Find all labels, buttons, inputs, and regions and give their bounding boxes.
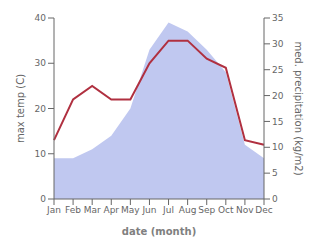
svg-text:Feb: Feb (65, 205, 81, 215)
svg-text:30: 30 (35, 58, 47, 68)
svg-text:Aug: Aug (179, 205, 197, 215)
svg-text:20: 20 (35, 104, 47, 114)
svg-text:Jun: Jun (141, 205, 156, 215)
svg-text:Apr: Apr (103, 205, 119, 215)
svg-text:35: 35 (272, 13, 283, 23)
svg-text:5: 5 (272, 168, 278, 178)
svg-text:10: 10 (272, 142, 284, 152)
svg-text:15: 15 (272, 117, 283, 127)
svg-text:0: 0 (40, 194, 46, 204)
svg-text:Jul: Jul (162, 205, 174, 215)
svg-text:0: 0 (272, 194, 278, 204)
svg-text:date (month): date (month) (122, 226, 196, 237)
svg-text:med. precipitation (kg/m2): med. precipitation (kg/m2) (293, 41, 304, 175)
svg-text:30: 30 (272, 39, 284, 49)
svg-text:20: 20 (272, 91, 284, 101)
svg-text:max temp (C): max temp (C) (15, 74, 26, 143)
svg-text:40: 40 (35, 13, 47, 23)
svg-text:May: May (121, 205, 140, 215)
svg-text:Oct: Oct (218, 205, 234, 215)
svg-text:Dec: Dec (255, 205, 272, 215)
svg-text:Jan: Jan (46, 205, 61, 215)
svg-text:Nov: Nov (236, 205, 254, 215)
svg-text:Mar: Mar (84, 205, 101, 215)
svg-text:25: 25 (272, 65, 283, 75)
svg-text:10: 10 (35, 149, 47, 159)
svg-text:Sep: Sep (198, 205, 215, 215)
